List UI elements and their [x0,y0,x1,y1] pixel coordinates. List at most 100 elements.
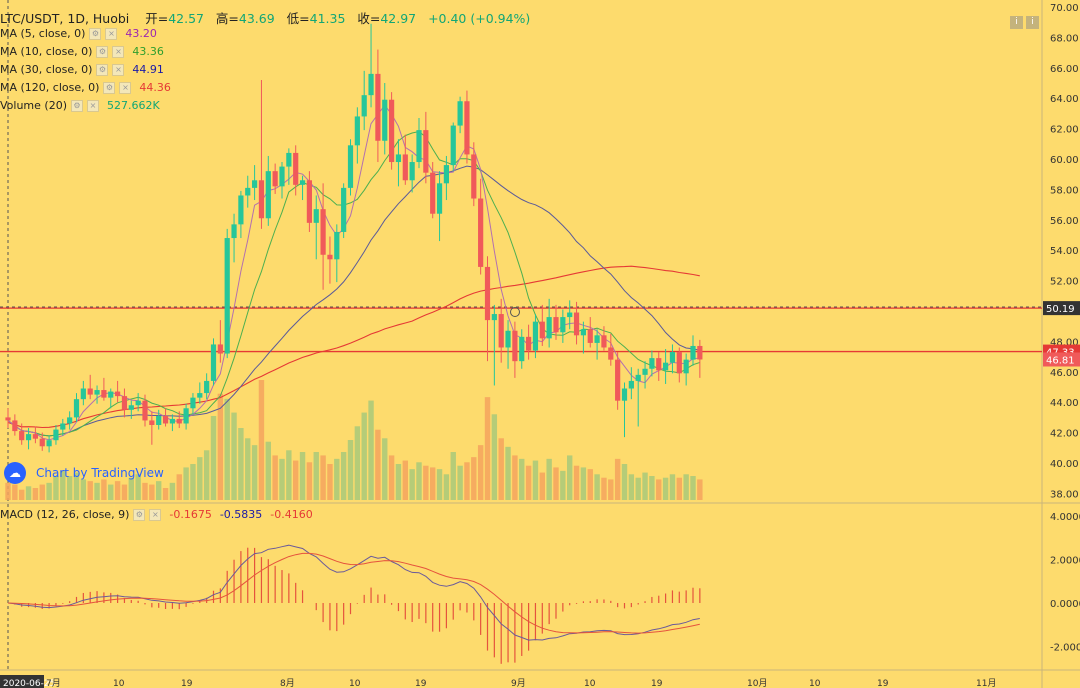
candle-body [169,418,175,424]
price-tick-label: 46.00 [1050,368,1079,379]
candle-body [669,352,676,363]
volume-bar [156,481,162,500]
candle-body [635,374,641,381]
volume-bar [361,412,367,500]
candle-body [580,329,586,336]
candle-body [430,172,436,214]
price-tick-label: 48.00 [1050,337,1079,348]
volume-bar [662,477,669,500]
volume-bar [197,457,203,500]
volume-bar [327,464,333,500]
candle-body [443,165,449,184]
volume-bar [87,481,93,500]
legend-value: 527.662K [107,99,160,112]
legend-ma10[interactable]: MA (10, close, 0) ⚙ × 43.36 [0,45,164,58]
candle-body [128,405,134,410]
candle-body [402,154,408,181]
candle-body [258,180,265,219]
volume-bar [313,452,319,500]
volume-bar [39,484,45,500]
info-icon-2[interactable]: i [1026,16,1039,29]
ma120-line [7,265,700,429]
volume-bar [477,445,484,500]
legend-ma120[interactable]: MA (120, close, 0) ⚙ × 44.36 [0,81,171,94]
close-value: 42.97 [380,11,417,26]
volume-bar [402,460,408,500]
legend-macd[interactable]: MACD (12, 26, close, 9) ⚙ × -0.1675 -0.58… [0,508,313,521]
legend-ma30[interactable]: MA (30, close, 0) ⚙ × 44.91 [0,63,164,76]
candle-body [341,187,347,232]
time-tick-label: 10 [809,679,821,688]
volume-bar [628,474,635,500]
candle-body [471,154,477,199]
volume-bar [46,482,52,500]
candle-body [334,231,340,260]
volume-bar [375,429,381,500]
volume-bar [217,393,224,500]
price-tick-label: 64.00 [1050,94,1079,105]
price-tick-label: 66.00 [1050,64,1079,75]
volume-bar [286,450,292,500]
symbol-name[interactable]: LTC/USDT, 1D, Huobi [0,11,130,26]
volume-bar [553,467,559,500]
volume-bar [539,472,545,500]
price-tag-current-box [1043,352,1080,367]
close-icon[interactable]: × [112,45,125,58]
legend-label: MA (10, close, 0) [0,45,93,58]
price-tick-label: 58.00 [1050,185,1079,196]
ma5-line [7,104,700,441]
price-tick-label: 54.00 [1050,246,1079,257]
volume-bar [368,400,374,500]
candle-body [457,101,463,126]
volume-bar [190,464,196,500]
settings-icon[interactable]: ⚙ [103,81,116,94]
crosshair-date-label: 2020-06-25 [3,679,55,688]
info-icon[interactable]: i [1010,16,1023,29]
close-icon[interactable]: × [112,63,125,76]
volume-bar [101,479,107,500]
candle-body [663,362,669,371]
time-tick-label: 11月 [976,678,996,688]
volume-bar [245,438,251,500]
candle-body [46,440,52,447]
candle-body [149,420,155,425]
legend-ma5[interactable]: MA (5, close, 0) ⚙ × 43.20 [0,27,157,40]
volume-bar [183,467,189,500]
volume-bar [669,474,676,500]
price-tick-label: 52.00 [1050,277,1079,288]
candle-body [293,152,299,185]
volume-bar [388,455,395,500]
tradingview-watermark[interactable]: ☁ Chart by TradingView [4,462,164,484]
legend-volume[interactable]: Volume (20) ⚙ × 527.662K [0,99,160,112]
candle-body [306,180,312,223]
candle-body [265,171,271,219]
price-tick-label: 70.00 [1050,3,1079,14]
close-icon[interactable]: × [119,81,132,94]
settings-icon[interactable]: ⚙ [96,45,109,58]
candle-body [238,195,244,225]
legend-value: 44.36 [139,81,171,94]
legend-label: MA (30, close, 0) [0,63,93,76]
candle-body [121,396,128,410]
volume-bar [484,397,491,500]
ma10-line [7,130,700,437]
volume-bar [423,465,429,500]
candle-body [162,415,169,424]
time-tick-label: 19 [651,679,663,688]
candle-body [176,418,182,424]
settings-icon[interactable]: ⚙ [96,63,109,76]
candle-body [327,254,333,260]
close-icon[interactable]: × [149,508,162,521]
close-icon[interactable]: × [87,99,99,112]
volume-bar [279,458,285,500]
candle-body [53,429,59,441]
settings-icon[interactable]: ⚙ [133,508,146,521]
close-icon[interactable]: × [105,27,118,40]
volume-bar [601,477,607,500]
candle-body [532,321,539,351]
candle-body [19,431,25,441]
settings-icon[interactable]: ⚙ [71,99,83,112]
settings-icon[interactable]: ⚙ [89,27,102,40]
